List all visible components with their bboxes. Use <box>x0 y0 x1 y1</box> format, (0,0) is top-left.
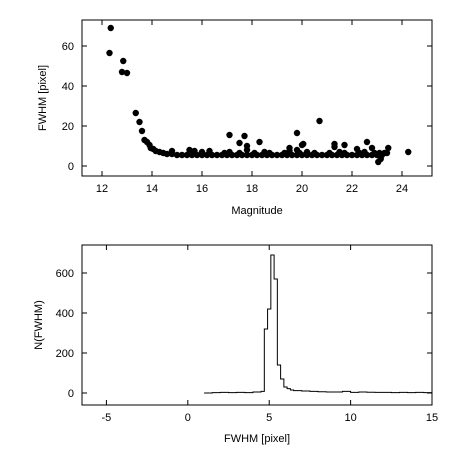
scatter-point <box>191 147 198 155</box>
scatter-point <box>318 151 326 159</box>
scatter-point <box>300 140 307 148</box>
histogram-x-tick-label: 5 <box>266 412 272 424</box>
scatter-point <box>243 151 251 159</box>
scatter-point <box>385 144 392 152</box>
histogram-y-tick-label: 400 <box>56 308 74 320</box>
scatter-point <box>286 144 293 152</box>
histogram-x-tick-label: -5 <box>102 412 112 424</box>
scatter-point <box>368 144 376 152</box>
scatter-point <box>326 149 333 157</box>
histogram-y-tick-label: 200 <box>56 348 74 360</box>
scatter-point <box>266 149 273 157</box>
scatter-point <box>236 139 243 147</box>
scatter-point <box>311 149 318 157</box>
scatter-point <box>331 140 338 148</box>
scatter-point <box>136 118 143 126</box>
histogram-x-axis-label: FWHM [pixel] <box>224 433 290 445</box>
scatter-points-group <box>106 24 412 166</box>
scatter-point <box>273 151 281 159</box>
scatter-point <box>221 149 228 157</box>
scatter-tick-group: 12 14 16 18 20 22 24 0 20 40 60 <box>62 20 432 195</box>
scatter-point <box>353 145 361 153</box>
histogram-x-tick-label: 15 <box>426 412 438 424</box>
scatter-point <box>381 149 388 157</box>
scatter-point <box>348 151 356 159</box>
scatter-point <box>341 141 348 149</box>
scatter-point <box>107 24 114 32</box>
scatter-y-axis-label: FWHM [pixel] <box>37 65 49 131</box>
histogram-panel: -5 0 5 10 15 0 200 400 600 FWHM [pixel] N(FWHM) <box>33 244 438 445</box>
scatter-point <box>251 149 258 157</box>
histogram-y-tick-label: 600 <box>56 268 74 280</box>
scatter-point <box>281 149 288 157</box>
scatter-y-tick-label: 0 <box>68 161 74 173</box>
scatter-point <box>371 149 378 157</box>
scatter-x-tick-label: 18 <box>246 183 258 195</box>
scatter-point <box>138 127 146 135</box>
scatter-point <box>316 117 323 125</box>
histogram-y-axis-label: N(FWHM) <box>33 300 45 349</box>
scatter-point <box>178 151 186 159</box>
scatter-y-tick-label: 40 <box>62 81 74 93</box>
scatter-point <box>243 142 251 150</box>
scatter-plot-frame <box>81 19 433 177</box>
scatter-point <box>236 149 243 157</box>
histogram-tick-group: -5 0 5 10 15 0 200 400 600 <box>56 245 438 424</box>
scatter-point <box>168 147 176 155</box>
scatter-point <box>118 68 126 76</box>
histogram-plot-frame <box>81 244 433 406</box>
scatter-x-tick-label: 14 <box>146 183 158 195</box>
scatter-point <box>213 151 221 159</box>
scatter-point <box>106 49 113 57</box>
scatter-point <box>198 148 206 156</box>
histogram-x-tick-label: 10 <box>344 412 356 424</box>
scatter-point <box>241 132 248 140</box>
scatter-point <box>363 138 371 146</box>
scatter-point <box>173 151 181 159</box>
scatter-point <box>226 148 233 156</box>
scatter-point <box>293 129 301 137</box>
scatter-point <box>336 148 343 156</box>
scatter-x-tick-label: 22 <box>346 183 358 195</box>
scatter-x-axis-label: Magnitude <box>231 205 282 217</box>
scatter-point <box>261 148 268 156</box>
scatter-x-tick-label: 20 <box>296 183 308 195</box>
scatter-point <box>293 146 301 154</box>
scatter-panel: 12 14 16 18 20 22 24 0 20 40 60 Magnitude FWHM [pi… <box>37 19 433 217</box>
scatter-point <box>123 69 131 77</box>
scatter-point <box>206 147 213 155</box>
histogram-y-tick-label: 0 <box>68 388 74 400</box>
scatter-point <box>376 149 383 157</box>
scatter-x-tick-label: 12 <box>96 183 108 195</box>
histogram-step-line <box>204 254 432 394</box>
scatter-point <box>132 109 139 117</box>
histogram-x-tick-label: 0 <box>185 412 191 424</box>
scatter-point <box>120 57 127 65</box>
scatter-point <box>361 148 368 156</box>
scatter-x-tick-label: 24 <box>396 183 408 195</box>
scatter-point <box>341 149 348 157</box>
scatter-point <box>375 158 382 166</box>
scatter-y-tick-label: 60 <box>62 41 74 53</box>
scatter-x-tick-label: 16 <box>196 183 208 195</box>
scatter-point <box>226 131 233 139</box>
scatter-y-tick-label: 20 <box>62 121 74 133</box>
scatter-point <box>303 148 311 156</box>
scatter-point <box>163 150 171 158</box>
scatter-point <box>256 138 263 146</box>
scatter-point <box>186 146 193 154</box>
scatter-point <box>405 148 412 156</box>
